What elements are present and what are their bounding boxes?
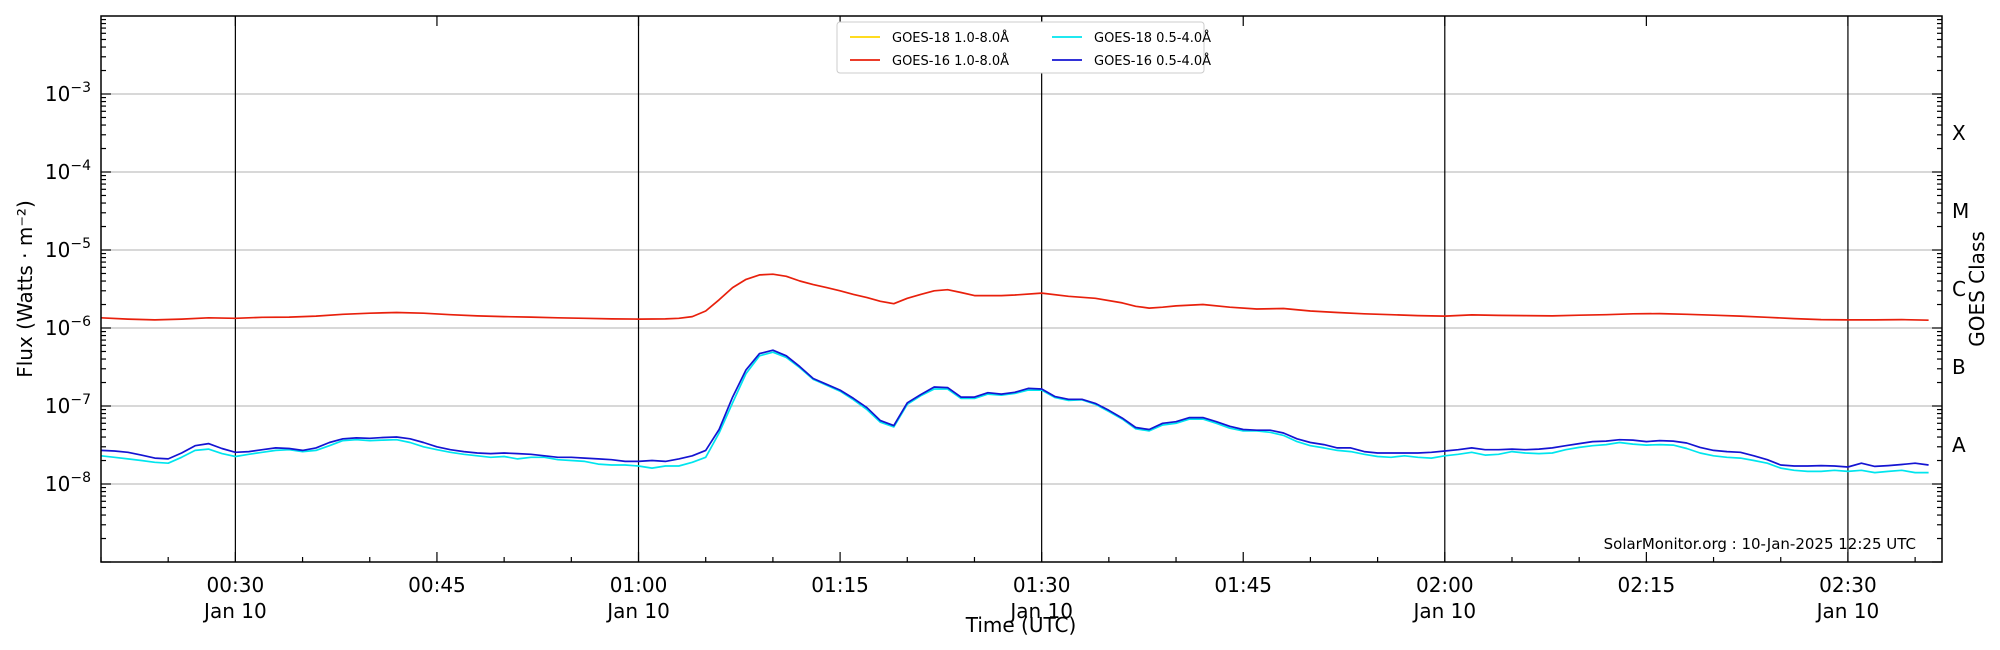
y-tick-label: 10−3: [45, 80, 91, 106]
legend: GOES-18 1.0-8.0Å GOES-16 1.0-8.0Å GOES-18 …: [836, 21, 1211, 74]
y-tick-label: 10−5: [45, 236, 91, 262]
x-tick-date-label: Jan 10: [605, 599, 670, 623]
legend-label-3: GOES-16 0.5-4.0Å: [1094, 53, 1211, 69]
credit-text: SolarMonitor.org : 10-Jan-2025 12:25 UTC: [1604, 535, 1916, 553]
series-line-3: [100, 349, 1929, 468]
x-tick-label: 01:15: [811, 573, 869, 597]
legend-label-0: GOES-18 1.0-8.0Å: [892, 30, 1009, 46]
x-tick-date-label: Jan 10: [1411, 599, 1476, 623]
goes-class-axis-title: GOES Class: [1965, 231, 1989, 347]
x-tick-date-label: Jan 10: [202, 599, 267, 623]
series-lines: [100, 273, 1929, 474]
x-tick-date-label: Jan 10: [1815, 599, 1880, 623]
x-tick-label: 00:30: [207, 573, 265, 597]
y-tick-label: 10−7: [45, 392, 91, 418]
legend-box: [836, 21, 1205, 74]
y-tick-label: 10−6: [45, 314, 91, 340]
x-axis-title: Time (UTC): [965, 613, 1077, 637]
x-tick-label: 02:15: [1618, 573, 1676, 597]
goes-class-label: X: [1952, 121, 1966, 145]
y-axis-title: Flux (Watts · m⁻²): [13, 200, 37, 378]
series-line-2: [100, 351, 1929, 474]
y-tick-label: 10−8: [45, 470, 91, 496]
x-tick-label: 00:45: [408, 573, 466, 597]
x-tick-label: 01:30: [1013, 573, 1071, 597]
legend-label-1: GOES-16 1.0-8.0Å: [892, 53, 1009, 69]
plot-frame: [100, 15, 1943, 563]
x-tick-label: 02:30: [1819, 573, 1877, 597]
axis-ticks: [100, 16, 1942, 563]
x-tick-label: 01:45: [1214, 573, 1272, 597]
x-tick-label: 01:00: [610, 573, 668, 597]
x-tick-label: 02:00: [1416, 573, 1474, 597]
series-line-1: [100, 273, 1929, 322]
goes-class-label: A: [1952, 433, 1966, 457]
goes-class-label: B: [1952, 355, 1966, 379]
goes-class-label: C: [1952, 277, 1966, 301]
gridlines: [101, 93, 1942, 485]
legend-label-2: GOES-18 0.5-4.0Å: [1094, 30, 1211, 46]
goes-class-label: M: [1952, 199, 1969, 223]
x-tick-date-label: Jan 10: [1008, 599, 1073, 623]
y-tick-label: 10−4: [45, 158, 91, 184]
